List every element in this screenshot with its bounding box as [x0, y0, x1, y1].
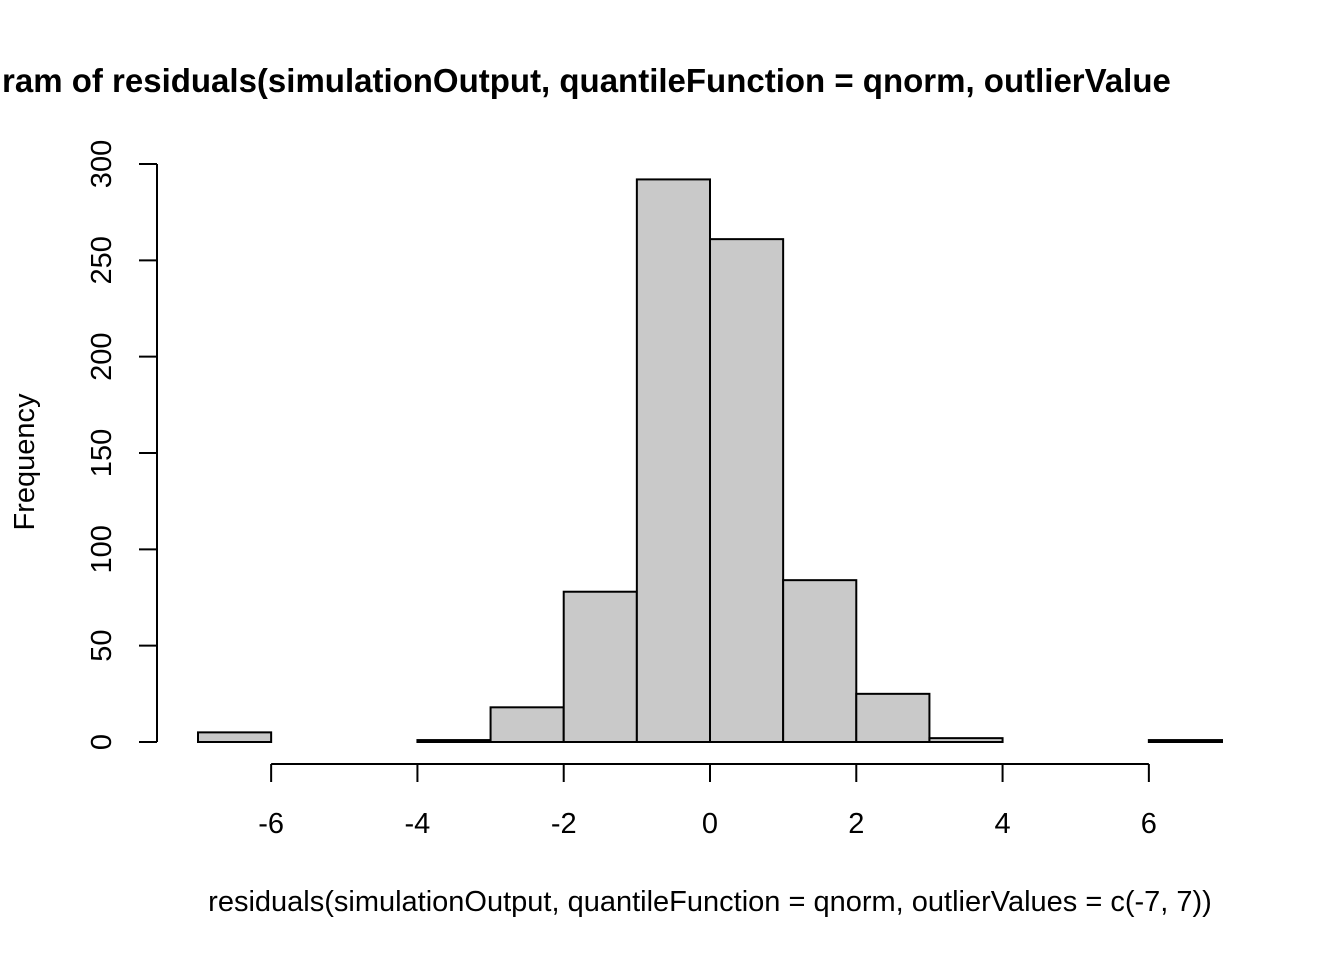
bar — [562, 590, 638, 743]
y-axis-label: Frequency — [9, 393, 41, 531]
x-tick-label: -2 — [551, 808, 577, 840]
y-tick-label: 50 — [86, 630, 118, 662]
chart-title: ram of residuals(simulationOutput, quant… — [2, 62, 1171, 99]
x-tick-label: 2 — [848, 808, 864, 840]
bar — [635, 178, 711, 743]
y-tick-label: 300 — [86, 140, 118, 188]
bar — [855, 692, 931, 743]
x-tick-label: 0 — [702, 808, 718, 840]
bar — [782, 579, 858, 743]
x-tick-label: -6 — [258, 808, 284, 840]
y-tick-label: 100 — [86, 525, 118, 573]
y-tick-label: 250 — [86, 236, 118, 284]
bar — [489, 706, 565, 744]
bar — [928, 737, 1004, 744]
bar — [416, 739, 492, 743]
y-tick-label: 150 — [86, 429, 118, 477]
x-axis-label: residuals(simulationOutput, quantileFunc… — [208, 886, 1212, 918]
y-tick-label: 0 — [86, 734, 118, 750]
x-tick-label: -4 — [405, 808, 431, 840]
bar — [197, 731, 273, 743]
y-tick-label: 200 — [86, 332, 118, 380]
bar — [1147, 739, 1224, 743]
x-tick-label: 4 — [995, 808, 1011, 840]
x-tick-label: 6 — [1141, 808, 1157, 840]
bar — [709, 238, 785, 743]
